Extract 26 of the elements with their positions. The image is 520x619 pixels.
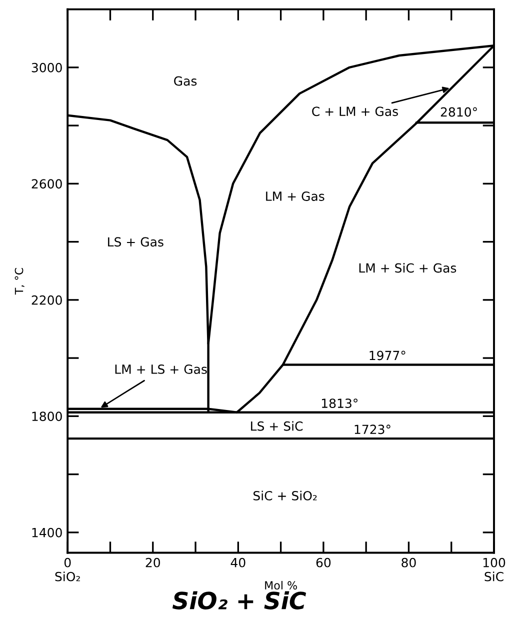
x-tick-label: 80: [402, 558, 416, 568]
x-tick-label: 20: [146, 558, 160, 568]
x-tick-label: 100 SiC: [483, 558, 506, 582]
y-tick-label: 3000: [32, 62, 62, 72]
annotation: Gas: [174, 76, 197, 86]
annotation: 2810°: [440, 107, 477, 117]
x-tick-label: 60: [316, 558, 331, 568]
annotation: 1977°: [370, 350, 406, 360]
y-tick-label: 2200: [32, 295, 62, 305]
annotation: LM + Gas: [266, 192, 324, 201]
annotation: C + LM + Gas: [312, 106, 398, 116]
annotation: LS + Gas: [108, 237, 164, 247]
x-tick-label: 40: [230, 558, 246, 568]
x-axis-title: Mol %: [265, 580, 297, 590]
annotation: LM + SiC + Gas: [359, 263, 456, 273]
y-tick-label: 1800: [32, 412, 62, 422]
x-tick-label: 0 SiO₂: [55, 558, 80, 582]
annotation: LS + SiC: [251, 421, 303, 431]
annotation: 1723°: [354, 424, 390, 434]
y-tick-label: 2600: [32, 179, 62, 189]
annotation: 1813°: [322, 398, 358, 408]
text: SiO₂ + SiC: [172, 591, 306, 610]
y-tick-label: 1400: [32, 528, 62, 538]
annotation: SiC + SiO₂: [253, 490, 317, 500]
y-axis-title: T, °C: [14, 268, 24, 295]
annotation: LM + LS + Gas: [115, 364, 207, 374]
